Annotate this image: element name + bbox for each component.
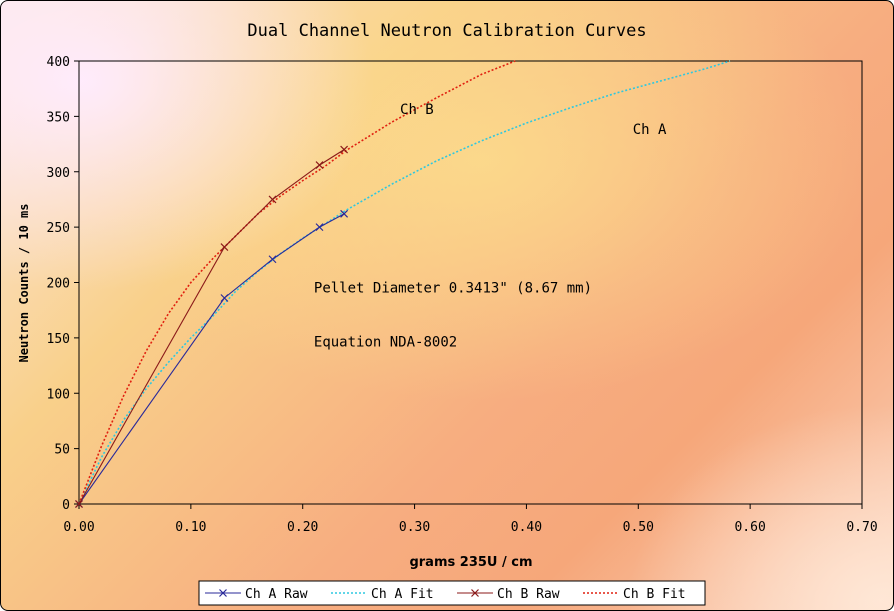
x-tick-label: 0.40 (511, 520, 542, 535)
y-tick-label: 100 (47, 387, 70, 402)
data-point-marker (315, 161, 324, 170)
legend-label: Ch A Raw (245, 587, 308, 602)
data-point-marker (75, 500, 83, 508)
x-tick-label: 0.30 (399, 520, 430, 535)
legend-marker (471, 589, 479, 597)
annotation-label: Pellet Diameter 0.3413" (8.67 mm) (314, 280, 592, 296)
y-tick-label: 350 (47, 110, 70, 125)
annotation-label: Equation NDA-8002 (314, 335, 457, 351)
x-tick-label: 0.00 (63, 520, 94, 535)
legend-box (198, 580, 706, 606)
data-point-marker (268, 255, 277, 264)
legend-label: Ch A Fit (371, 587, 434, 602)
y-tick-label: 300 (47, 166, 70, 181)
x-tick-label: 0.10 (175, 520, 206, 535)
data-point-marker (268, 195, 277, 204)
series-line-ch-b-raw (78, 149, 345, 505)
y-tick-label: 150 (47, 332, 70, 347)
y-tick-label: 50 (54, 443, 70, 458)
x-axis-label: grams 235U / cm (409, 555, 532, 570)
legend: Ch A Raw Ch A Fit Ch B Raw Ch B Fit (198, 580, 706, 606)
annotations: Ch B Ch A Pellet Diameter 0.3413" (8.67 mm… (314, 102, 667, 351)
x-axis: 0.00 0.10 0.20 0.30 0.40 0.50 0.60 0.70 (63, 504, 878, 535)
y-tick-label: 0 (62, 498, 70, 513)
data-point-marker (220, 243, 229, 251)
data-point-marker (340, 209, 349, 218)
x-tick-label: 0.50 (623, 520, 654, 535)
annotation-label: Ch A (633, 122, 667, 138)
y-axis: 0 50 100 150 200 250 300 350 400 (47, 55, 79, 513)
series-layer (75, 60, 731, 508)
legend-label: Ch B Fit (623, 587, 686, 602)
annotation-label: Ch B (400, 102, 434, 118)
legend-marker (219, 589, 227, 597)
series-line-ch-a-fit (78, 60, 731, 505)
data-point-marker (315, 223, 324, 232)
data-point-marker (220, 294, 229, 302)
legend-label: Ch B Raw (497, 587, 560, 602)
chart-title: Dual Channel Neutron Calibration Curves (247, 21, 646, 41)
y-axis-label: Neutron Counts / 10 ms (17, 204, 31, 363)
x-tick-label: 0.60 (734, 520, 765, 535)
data-point-marker (340, 145, 349, 154)
y-tick-label: 400 (47, 55, 70, 70)
x-tick-label: 0.20 (287, 520, 318, 535)
x-tick-label: 0.70 (846, 520, 877, 535)
series-line-ch-a-raw (78, 213, 345, 505)
y-tick-label: 250 (47, 221, 70, 236)
y-tick-label: 200 (47, 277, 70, 292)
